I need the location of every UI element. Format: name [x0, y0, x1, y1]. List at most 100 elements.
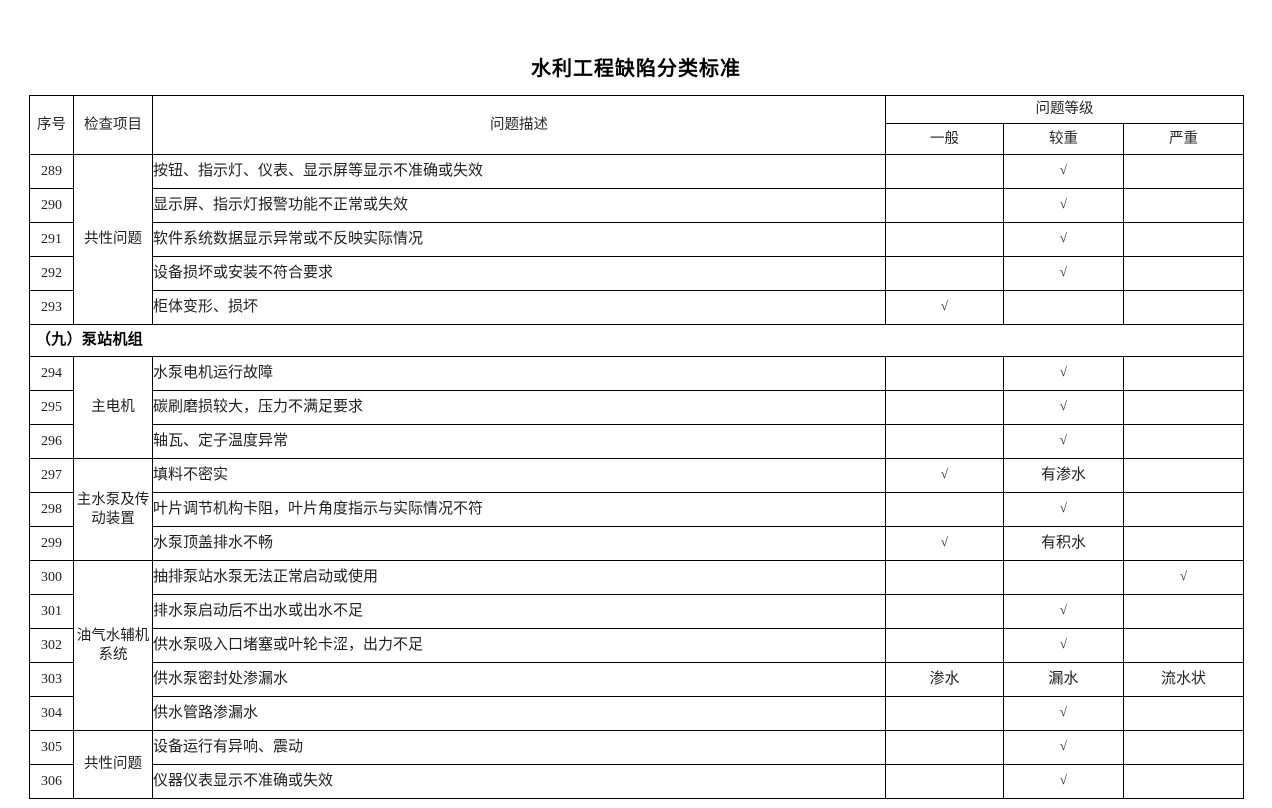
cell-grade-light — [885, 628, 1004, 663]
cell-grade-severe — [1122, 222, 1245, 257]
cell-problem-description: 叶片调节机构卡阻，叶片角度指示与实际情况不符 — [152, 492, 886, 527]
cell-grade-severe — [1122, 290, 1245, 325]
cell-grade-light: √ — [885, 290, 1004, 325]
cell-problem-description: 柜体变形、损坏 — [152, 290, 886, 325]
table-row: 298 叶片调节机构卡阻，叶片角度指示与实际情况不符 √ — [29, 492, 1245, 527]
cell-grade-medium: 有积水 — [1003, 526, 1124, 561]
cell-row-number: 302 — [29, 628, 74, 663]
cell-grade-light — [885, 222, 1004, 257]
checkmark-icon: √ — [940, 298, 949, 314]
cell-row-number: 299 — [29, 526, 74, 561]
table-container: 序号 检查项目 问题描述 问题等级 一般 较重 严重 289 共性问题 按钮、指示灯… — [0, 95, 1272, 799]
table-row: 303 供水泵密封处渗漏水 渗水 漏水 流水状 — [29, 662, 1245, 697]
cell-grade-medium: √ — [1003, 594, 1124, 629]
cell-row-number: 293 — [29, 290, 74, 325]
cell-grade-light — [885, 730, 1004, 765]
cell-grade-severe — [1122, 188, 1245, 223]
checkmark-icon: √ — [1059, 264, 1068, 280]
cell-problem-description: 仪器仪表显示不准确或失效 — [152, 764, 886, 799]
cell-problem-description: 碳刷磨损较大，压力不满足要求 — [152, 390, 886, 425]
cell-grade-medium: √ — [1003, 390, 1124, 425]
cell-grade-severe — [1122, 390, 1245, 425]
checkmark-icon: √ — [940, 534, 949, 550]
table-row: 295 碳刷磨损较大，压力不满足要求 √ — [29, 390, 1245, 425]
cell-grade-medium: √ — [1003, 256, 1124, 291]
table-row: 294 主电机 水泵电机运行故障 √ — [29, 356, 1245, 459]
cell-grade-severe — [1122, 696, 1245, 731]
cell-grade-medium: √ — [1003, 424, 1124, 459]
cell-grade-medium: √ — [1003, 188, 1124, 223]
cell-grade-light — [885, 492, 1004, 527]
cell-grade-medium: 漏水 — [1003, 662, 1124, 697]
column-header-problem-grade-group: 问题等级 — [884, 95, 1245, 124]
cell-grade-light — [885, 696, 1004, 731]
header-row-secondary: 一般 较重 严重 — [30, 123, 1245, 155]
cell-problem-description: 排水泵启动后不出水或出水不足 — [152, 594, 886, 629]
table-row: 291 软件系统数据显示异常或不反映实际情况 √ — [29, 222, 1245, 257]
cell-problem-description: 设备损坏或安装不符合要求 — [152, 256, 886, 291]
column-header-grade-severe: 严重 — [1122, 123, 1245, 155]
cell-grade-light: 渗水 — [885, 662, 1004, 697]
table-row: 300 油气水辅机系统 抽排泵站水泵无法正常启动或使用 √ — [29, 560, 1245, 731]
table-row: 297 主水泵及传动装置 填料不密实 √ 有渗水 — [29, 458, 1245, 561]
table-row: 306 仪器仪表显示不准确或失效 √ — [29, 764, 1245, 799]
cell-grade-medium: √ — [1003, 222, 1124, 257]
cell-row-number: 291 — [29, 222, 74, 257]
cell-grade-light — [885, 188, 1004, 223]
checkmark-icon: √ — [1059, 738, 1068, 754]
cell-inspection-item: 共性问题 — [73, 730, 153, 799]
table-row: 296 轴瓦、定子温度异常 √ — [29, 424, 1245, 459]
column-header-problem-description: 问题描述 — [152, 95, 886, 155]
cell-grade-medium: √ — [1003, 764, 1124, 799]
cell-grade-severe — [1122, 764, 1245, 799]
cell-grade-severe: √ — [1122, 560, 1245, 595]
cell-grade-light — [885, 560, 1004, 595]
cell-grade-light — [885, 390, 1004, 425]
header-row-primary: 序号 检查项目 问题描述 问题等级 — [29, 95, 1245, 155]
cell-row-number: 292 — [29, 256, 74, 291]
checkmark-icon: √ — [1059, 230, 1068, 246]
cell-grade-light — [885, 154, 1004, 189]
table-row: 289 共性问题 按钮、指示灯、仪表、显示屏等显示不准确或失效 √ — [29, 154, 1245, 325]
cell-grade-light — [885, 256, 1004, 291]
column-header-no: 序号 — [29, 95, 74, 155]
cell-inspection-item: 共性问题 — [73, 154, 153, 325]
cell-problem-description: 抽排泵站水泵无法正常启动或使用 — [152, 560, 886, 595]
table-row: 302 供水泵吸入口堵塞或叶轮卡涩，出力不足 √ — [29, 628, 1245, 663]
checkmark-icon: √ — [1059, 196, 1068, 212]
cell-problem-description: 显示屏、指示灯报警功能不正常或失效 — [152, 188, 886, 223]
cell-inspection-item: 主水泵及传动装置 — [73, 458, 153, 561]
cell-row-number: 297 — [29, 458, 74, 493]
checkmark-icon: √ — [1059, 432, 1068, 448]
cell-row-number: 305 — [29, 730, 74, 765]
checkmark-icon: √ — [1059, 364, 1068, 380]
cell-grade-light: √ — [885, 458, 1004, 493]
cell-grade-severe — [1122, 154, 1245, 189]
cell-row-number: 295 — [29, 390, 74, 425]
table-row: 299 水泵顶盖排水不畅 √ 有积水 — [29, 526, 1245, 561]
cell-problem-description: 软件系统数据显示异常或不反映实际情况 — [152, 222, 886, 257]
cell-grade-medium: √ — [1003, 696, 1124, 731]
cell-grade-severe — [1122, 526, 1245, 561]
checkmark-icon: √ — [1059, 162, 1068, 178]
table-row: 290 显示屏、指示灯报警功能不正常或失效 √ — [29, 188, 1245, 223]
cell-row-number: 294 — [29, 356, 74, 391]
checkmark-icon: √ — [1059, 398, 1068, 414]
cell-problem-description: 水泵顶盖排水不畅 — [152, 526, 886, 561]
cell-grade-medium: √ — [1003, 730, 1124, 765]
table-row: 293 柜体变形、损坏 √ — [29, 290, 1245, 325]
cell-row-number: 296 — [29, 424, 74, 459]
cell-grade-severe — [1122, 458, 1245, 493]
defect-classification-table: 序号 检查项目 问题描述 问题等级 一般 较重 严重 289 共性问题 按钮、指示灯… — [28, 95, 1245, 799]
cell-grade-medium: √ — [1003, 154, 1124, 189]
cell-grade-severe: 流水状 — [1122, 662, 1245, 697]
checkmark-icon: √ — [1179, 568, 1188, 584]
cell-grade-severe — [1122, 730, 1245, 765]
table-body: 289 共性问题 按钮、指示灯、仪表、显示屏等显示不准确或失效 √ 290 显示屏、指示灯… — [28, 154, 1245, 799]
cell-grade-light — [885, 594, 1004, 629]
cell-inspection-item: 主电机 — [73, 356, 153, 459]
cell-grade-severe — [1122, 628, 1245, 663]
table-row: 301 排水泵启动后不出水或出水不足 √ — [29, 594, 1245, 629]
cell-problem-description: 供水泵吸入口堵塞或叶轮卡涩，出力不足 — [152, 628, 886, 663]
cell-grade-light — [885, 356, 1004, 391]
